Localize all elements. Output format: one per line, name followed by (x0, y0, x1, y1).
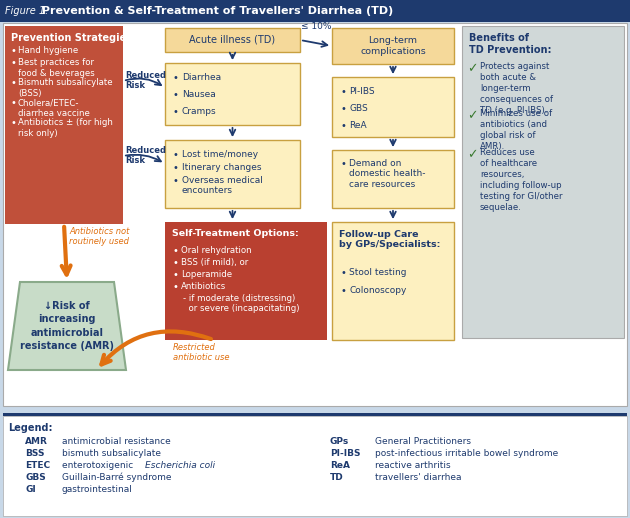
Bar (165, 140, 300, 208)
Text: post-infectious irritable bowel syndrome: post-infectious irritable bowel syndrome (375, 449, 558, 458)
Text: Reduces use
of healthcare
resources,
including follow-up
testing for GI/other
se: Reduces use of healthcare resources, inc… (480, 148, 563, 212)
Bar (332, 150, 454, 208)
Text: Stool testing: Stool testing (349, 268, 406, 277)
Text: ReA: ReA (330, 461, 350, 470)
Text: •: • (10, 58, 16, 68)
Text: Legend:: Legend: (8, 423, 52, 433)
Text: BSS: BSS (25, 449, 45, 458)
Text: Best practices for
food & beverages: Best practices for food & beverages (18, 58, 94, 78)
Text: ✓: ✓ (467, 148, 478, 161)
Text: BSS (if mild), or: BSS (if mild), or (181, 258, 248, 267)
Text: Lost time/money: Lost time/money (182, 150, 258, 159)
Bar (165, 63, 300, 125)
Text: PI-IBS: PI-IBS (349, 87, 375, 96)
Text: Escherichia coli: Escherichia coli (145, 461, 215, 470)
Bar (0, 0, 630, 22)
Bar (3, 416, 627, 516)
Text: Overseas medical
encounters: Overseas medical encounters (182, 176, 263, 195)
Text: ✓: ✓ (467, 62, 478, 75)
Text: TD Prevention:: TD Prevention: (469, 45, 551, 55)
Text: gastrointestinal: gastrointestinal (62, 485, 133, 494)
Text: Long-term
complications: Long-term complications (360, 36, 426, 56)
Text: ✓: ✓ (467, 109, 478, 122)
Text: •: • (340, 159, 346, 169)
Bar (3, 23, 627, 406)
Bar (165, 222, 327, 340)
Text: Colonoscopy: Colonoscopy (349, 286, 406, 295)
Text: Loperamide: Loperamide (181, 270, 232, 279)
Text: Antibiotics not
routinely used: Antibiotics not routinely used (69, 227, 129, 247)
Text: AMR: AMR (25, 437, 48, 446)
Text: travellers' diarrhea: travellers' diarrhea (375, 473, 462, 482)
Text: Self-Treatment Options:: Self-Treatment Options: (172, 229, 299, 238)
Text: ETEC: ETEC (25, 461, 50, 470)
Text: Reduced
Risk: Reduced Risk (125, 71, 166, 91)
Text: GBS: GBS (25, 473, 46, 482)
Text: TD: TD (330, 473, 344, 482)
Text: - if moderate (distressing)
  or severe (incapacitating): - if moderate (distressing) or severe (i… (183, 294, 299, 313)
Text: Hand hygiene: Hand hygiene (18, 46, 78, 55)
Text: Follow-up Care
by GPs/Specialists:: Follow-up Care by GPs/Specialists: (339, 230, 440, 249)
Text: •: • (173, 163, 179, 173)
Text: •: • (10, 46, 16, 56)
Bar (332, 28, 454, 64)
Text: Nausea: Nausea (182, 90, 215, 99)
Text: Guillain-Barré syndrome: Guillain-Barré syndrome (62, 473, 171, 482)
Bar (165, 28, 300, 52)
Text: •: • (340, 121, 346, 131)
Text: •: • (172, 246, 178, 256)
Text: Oral rehydration: Oral rehydration (181, 246, 251, 255)
Text: Reduced
Risk: Reduced Risk (125, 146, 166, 165)
Polygon shape (8, 282, 126, 370)
Text: Prevention & Self-Treatment of Travellers' Diarrhea (TD): Prevention & Self-Treatment of Traveller… (38, 6, 393, 16)
Text: •: • (10, 98, 16, 108)
Text: •: • (340, 104, 346, 114)
Text: Diarrhea: Diarrhea (182, 73, 221, 82)
Text: •: • (172, 258, 178, 268)
Text: General Practitioners: General Practitioners (375, 437, 471, 446)
Text: Demand on
domestic health-
care resources: Demand on domestic health- care resource… (349, 159, 425, 189)
Bar (5, 26, 123, 224)
Text: GI: GI (25, 485, 36, 494)
Text: Figure 1.: Figure 1. (5, 6, 49, 16)
Text: •: • (172, 270, 178, 280)
Text: GBS: GBS (349, 104, 368, 113)
Text: •: • (340, 268, 346, 278)
Bar (3, 413, 627, 416)
Text: •: • (172, 282, 178, 292)
Text: ≤ 10%: ≤ 10% (301, 22, 331, 31)
Text: ReA: ReA (349, 121, 367, 130)
Bar (332, 77, 454, 137)
Text: Antibiotics: Antibiotics (181, 282, 226, 291)
Text: •: • (340, 286, 346, 296)
Text: Bismuth subsalicylate
(BSS): Bismuth subsalicylate (BSS) (18, 78, 113, 98)
Text: enterotoxigenic: enterotoxigenic (62, 461, 136, 470)
Text: •: • (10, 78, 16, 88)
Text: Cholera/ETEC-
diarrhea vaccine: Cholera/ETEC- diarrhea vaccine (18, 98, 90, 118)
Text: Restricted
antibiotic use: Restricted antibiotic use (173, 343, 229, 363)
Text: •: • (10, 118, 16, 128)
Text: Minimizes use of
antibiotics (and
global risk of
AMR).: Minimizes use of antibiotics (and global… (480, 109, 552, 151)
Text: reactive arthritis: reactive arthritis (375, 461, 450, 470)
Text: Antibiotics ± (for high
risk only): Antibiotics ± (for high risk only) (18, 118, 113, 138)
Text: antimicrobial resistance: antimicrobial resistance (62, 437, 171, 446)
Text: ↓Risk of
increasing
antimicrobial
resistance (AMR): ↓Risk of increasing antimicrobial resist… (20, 301, 114, 351)
Text: •: • (340, 87, 346, 97)
Text: Prevention Strategies:: Prevention Strategies: (11, 33, 136, 43)
Text: Protects against
both acute &
longer-term
consequences of
TD (e.g. PI-IBS).: Protects against both acute & longer-ter… (480, 62, 553, 116)
Text: Itinerary changes: Itinerary changes (182, 163, 261, 172)
Text: Benefits of: Benefits of (469, 33, 529, 43)
Bar (332, 222, 454, 340)
Text: Acute illness (TD): Acute illness (TD) (190, 35, 275, 45)
Text: •: • (173, 90, 179, 100)
Text: bismuth subsalicylate: bismuth subsalicylate (62, 449, 161, 458)
Text: •: • (173, 150, 179, 160)
Text: •: • (173, 176, 179, 186)
Text: PI-IBS: PI-IBS (330, 449, 360, 458)
Text: Cramps: Cramps (182, 107, 217, 116)
Text: •: • (173, 73, 179, 83)
Text: GPs: GPs (330, 437, 349, 446)
Text: •: • (173, 107, 179, 117)
Bar (462, 26, 624, 338)
